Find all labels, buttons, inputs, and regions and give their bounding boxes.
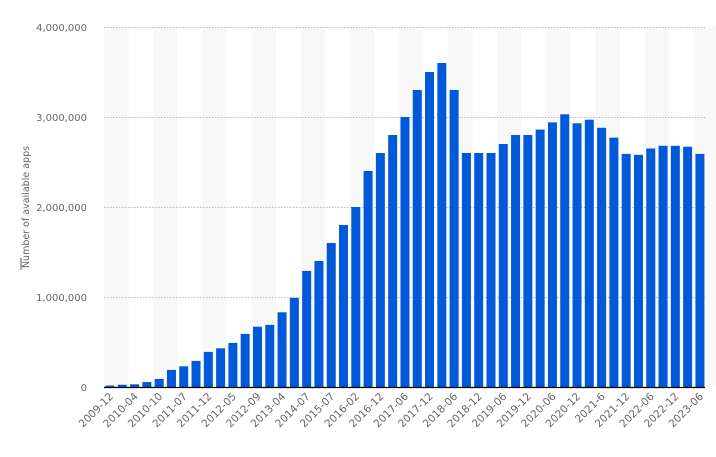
bar[interactable]: [670, 145, 680, 387]
bar[interactable]: [154, 378, 164, 387]
bar[interactable]: [277, 312, 287, 387]
bar[interactable]: [412, 90, 422, 387]
bar[interactable]: [130, 384, 140, 387]
bar[interactable]: [166, 369, 176, 387]
y-tick-label: 2,000,000: [36, 203, 87, 214]
bar[interactable]: [523, 135, 533, 387]
bar[interactable]: [240, 333, 250, 387]
y-tick-label: 0: [81, 383, 87, 394]
y-tick-label: 3,000,000: [36, 113, 87, 124]
bar[interactable]: [498, 144, 508, 387]
bar[interactable]: [584, 119, 594, 387]
bar[interactable]: [265, 324, 275, 387]
bar[interactable]: [621, 153, 631, 387]
bar[interactable]: [289, 297, 299, 387]
y-axis-ticks: 0 1,000,000 2,000,000 3,000,000 4,000,000: [36, 23, 87, 394]
bar[interactable]: [437, 63, 447, 387]
bar[interactable]: [535, 129, 545, 387]
bars: [105, 63, 705, 388]
bar[interactable]: [547, 122, 557, 388]
bar[interactable]: [216, 348, 226, 387]
bar[interactable]: [572, 123, 582, 388]
bar[interactable]: [375, 153, 385, 387]
bar[interactable]: [683, 146, 693, 387]
background-band: [202, 27, 227, 387]
bar[interactable]: [363, 171, 373, 387]
bar[interactable]: [142, 382, 152, 387]
bar[interactable]: [695, 153, 705, 387]
bar[interactable]: [252, 326, 262, 387]
bar[interactable]: [302, 270, 312, 387]
bar[interactable]: [597, 127, 607, 388]
bar[interactable]: [633, 154, 643, 387]
bar[interactable]: [474, 153, 484, 387]
bar[interactable]: [388, 135, 398, 387]
x-axis-ticks: 2009-122010-042010-102011-072011-122012-…: [77, 390, 707, 430]
bar[interactable]: [339, 225, 349, 387]
bar[interactable]: [228, 342, 238, 387]
bar[interactable]: [179, 366, 189, 387]
bar[interactable]: [117, 384, 127, 387]
y-tick-label: 4,000,000: [36, 23, 87, 34]
bar[interactable]: [203, 351, 213, 387]
bar[interactable]: [658, 145, 668, 387]
bar[interactable]: [425, 72, 435, 387]
y-tick-label: 1,000,000: [36, 293, 87, 304]
bar[interactable]: [461, 153, 471, 387]
bar[interactable]: [560, 114, 570, 388]
bar[interactable]: [511, 135, 521, 387]
bar[interactable]: [326, 243, 336, 387]
bar[interactable]: [191, 360, 201, 387]
y-axis-title: Number of available apps: [21, 146, 32, 268]
bar[interactable]: [646, 148, 656, 388]
bar[interactable]: [105, 385, 115, 387]
bar[interactable]: [449, 90, 459, 387]
bar[interactable]: [486, 153, 496, 387]
bar[interactable]: [609, 137, 619, 387]
bar[interactable]: [351, 207, 361, 387]
bar[interactable]: [314, 261, 324, 387]
bar[interactable]: [400, 117, 410, 387]
